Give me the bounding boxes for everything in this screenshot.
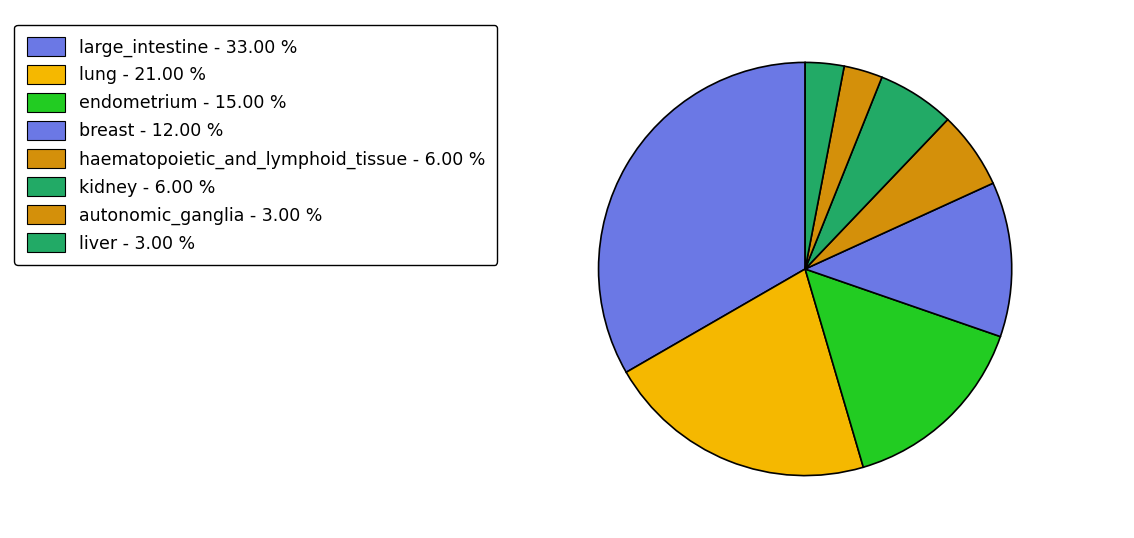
- Legend: large_intestine - 33.00 %, lung - 21.00 %, endometrium - 15.00 %, breast - 12.00: large_intestine - 33.00 %, lung - 21.00 …: [15, 25, 497, 265]
- Wedge shape: [805, 119, 993, 269]
- Wedge shape: [805, 183, 1012, 337]
- Wedge shape: [805, 77, 948, 269]
- Wedge shape: [626, 269, 863, 476]
- Wedge shape: [599, 62, 805, 372]
- Wedge shape: [805, 66, 882, 269]
- Wedge shape: [805, 269, 1000, 467]
- Wedge shape: [805, 62, 844, 269]
